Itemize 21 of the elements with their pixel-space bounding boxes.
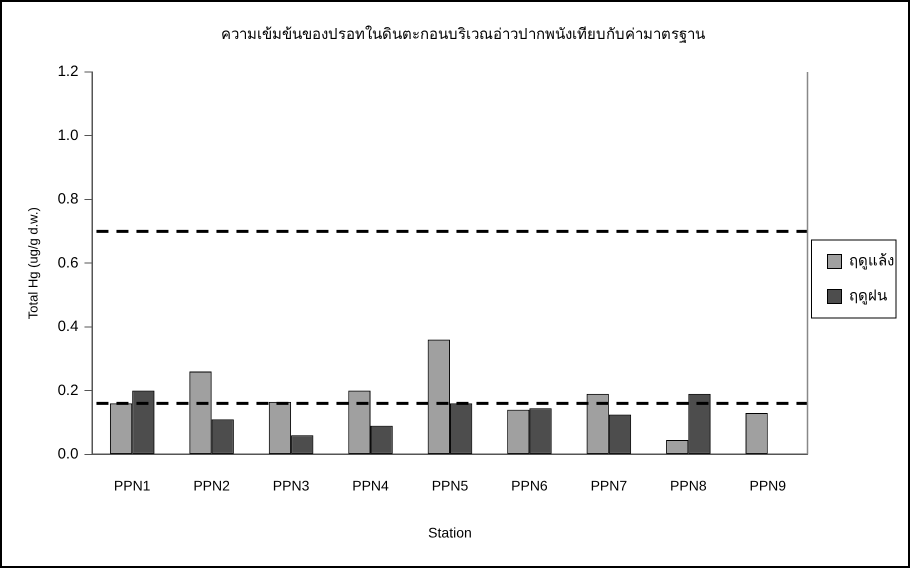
x-tick-label: PPN3 xyxy=(272,478,310,494)
x-axis-title: Station xyxy=(428,524,472,540)
y-axis-title: Total Hg (ug/g d.w.) xyxy=(25,207,40,320)
x-tick-label: PPN5 xyxy=(432,478,468,494)
y-tick-label: 0.4 xyxy=(58,318,78,336)
y-tick-label: 0.8 xyxy=(58,190,78,208)
y-tick-label: 1.0 xyxy=(58,126,78,144)
x-tick-label: PPN2 xyxy=(193,478,230,494)
x-tick-label: PPN7 xyxy=(590,478,628,494)
x-tick-label: PPN1 xyxy=(114,478,151,494)
y-tick-label: 1.2 xyxy=(58,63,78,80)
y-tick-label: 0.2 xyxy=(58,382,78,399)
x-tick-label: PPN8 xyxy=(670,478,707,494)
legend-label: ฤดูแล้ง xyxy=(849,252,894,270)
x-tick-label: PPN4 xyxy=(352,478,390,494)
chart-title: ความเข้มข้นของปรอทในดินตะกอนบริเวณอ่าวปากพนังเทียบกับค่ามาตรฐาน xyxy=(221,25,705,44)
x-tick-label: PPN6 xyxy=(511,478,548,494)
y-tick-label: 0.0 xyxy=(58,446,78,463)
y-tick-label: 0.6 xyxy=(58,254,78,272)
x-tick-label: PPN9 xyxy=(749,478,786,494)
legend-label: ฤดูฝน xyxy=(849,288,887,305)
